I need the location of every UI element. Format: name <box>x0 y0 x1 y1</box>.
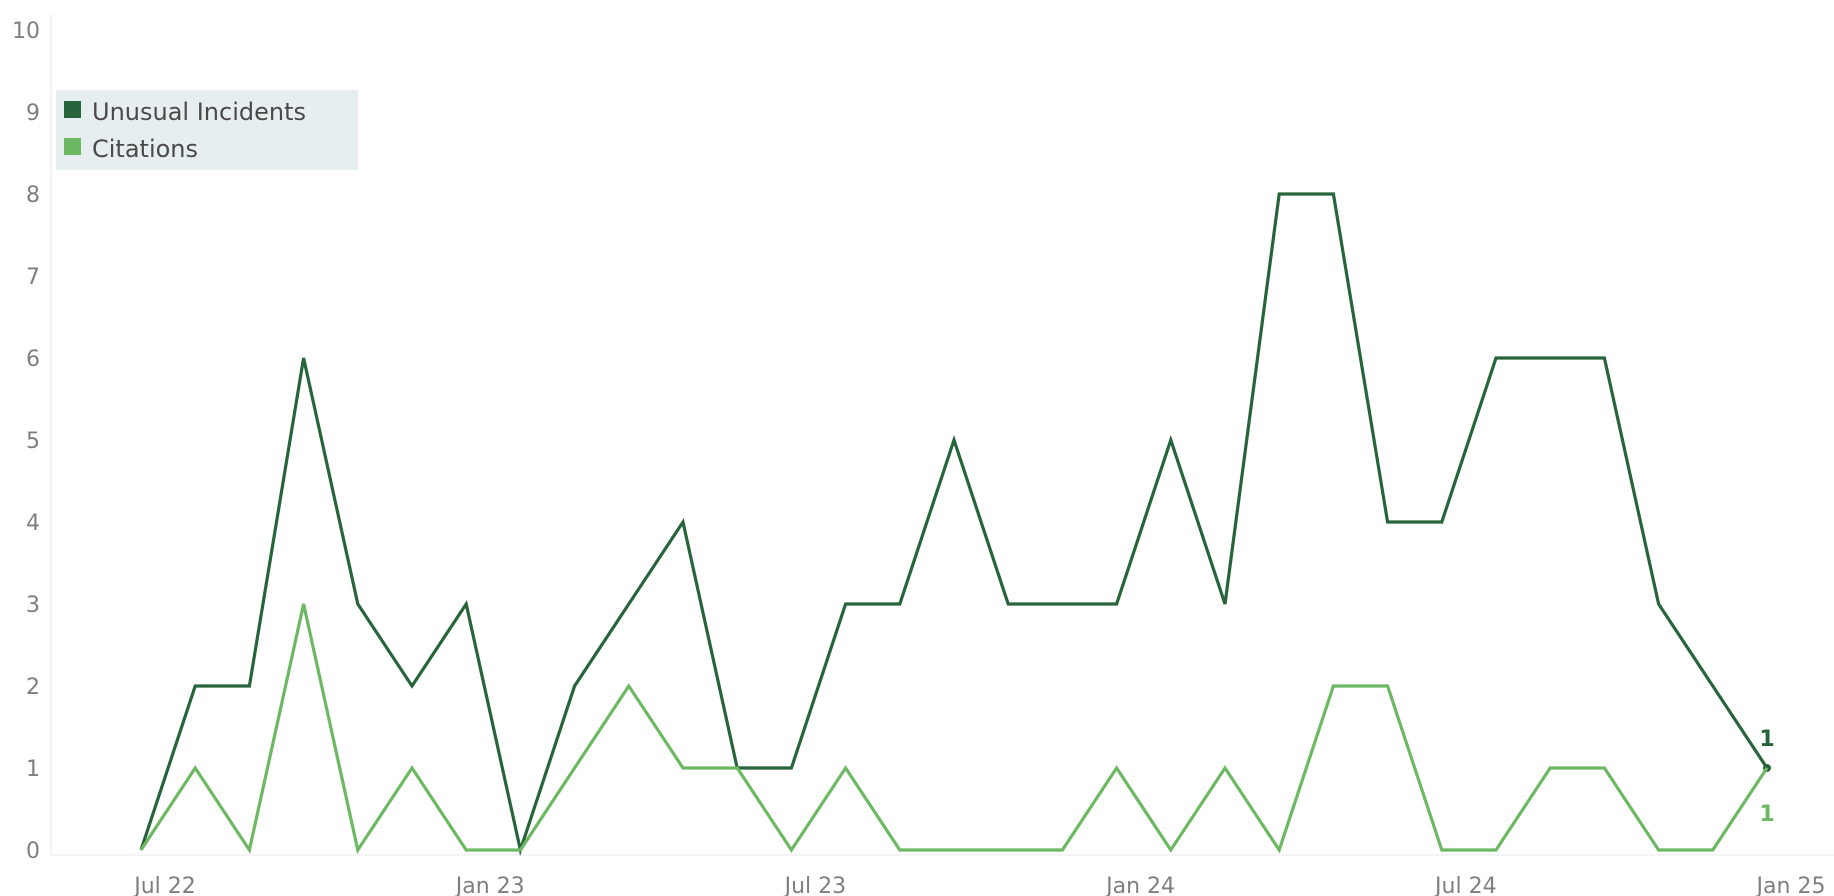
y-tick-label: 0 <box>26 839 40 864</box>
series-layer <box>139 192 1771 857</box>
legend: Unusual Incidents Citations <box>56 90 358 170</box>
x-tick-label: Jul 22 <box>132 874 196 896</box>
x-tick-label: Jul 23 <box>783 874 847 896</box>
y-tick-label: 2 <box>26 675 40 700</box>
legend-swatch-unusual-incidents <box>64 101 81 118</box>
y-tick-label: 4 <box>26 511 40 536</box>
end-label-citations: 1 <box>1759 802 1774 827</box>
y-tick-label: 10 <box>12 19 40 44</box>
x-tick-label: Jan 24 <box>1104 874 1175 896</box>
x-tick-label: Jul 24 <box>1433 874 1497 896</box>
legend-background <box>56 90 358 170</box>
y-tick-label: 3 <box>26 593 40 618</box>
y-axis: 0 1 2 3 4 5 6 7 8 9 10 <box>12 19 40 864</box>
x-tick-label: Jan 23 <box>454 874 525 896</box>
legend-swatch-citations <box>64 138 81 155</box>
end-label-unusual-incidents: 1 <box>1759 727 1774 752</box>
y-tick-label: 1 <box>26 757 40 782</box>
y-tick-label: 5 <box>26 429 40 454</box>
x-axis: Jul 22 Jan 23 Jul 23 Jan 24 Jul 24 Jan 25 <box>132 874 1825 896</box>
series-line-citations[interactable] <box>139 603 1769 855</box>
x-tick-label: Jan 25 <box>1755 874 1826 896</box>
y-tick-label: 8 <box>26 183 40 208</box>
series-line-unusual-incidents[interactable] <box>139 192 1769 857</box>
legend-label-citations[interactable]: Citations <box>92 135 198 163</box>
y-tick-label: 9 <box>26 101 40 126</box>
y-tick-label: 7 <box>26 265 40 290</box>
legend-label-unusual-incidents[interactable]: Unusual Incidents <box>92 98 306 126</box>
end-labels: 11 <box>1759 727 1774 827</box>
y-tick-label: 6 <box>26 347 40 372</box>
